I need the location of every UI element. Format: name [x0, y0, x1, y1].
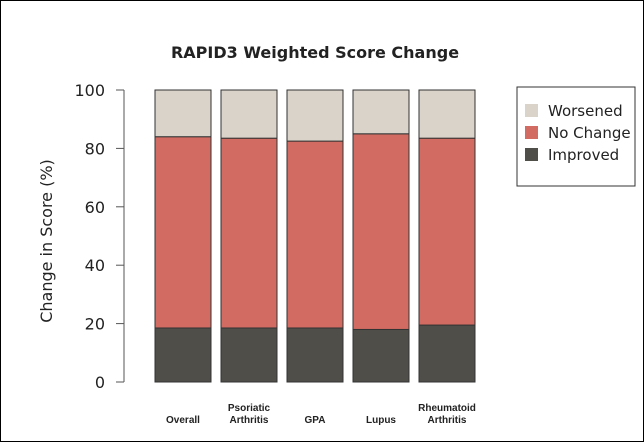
bar-segment-no-change: [154, 136, 212, 329]
bar-segment-improved: [418, 324, 476, 383]
legend-swatch-worsened: [525, 104, 538, 117]
x-tick-label: Psoriatic: [228, 403, 271, 414]
y-tick-label: 80: [85, 139, 105, 158]
bar-segment-worsened: [286, 89, 344, 142]
x-tick-label: Overall: [166, 415, 200, 426]
y-axis-label: Change in Score (%): [37, 159, 56, 323]
bar-segment-improved: [352, 328, 410, 383]
bar-segment-improved: [154, 327, 212, 383]
bar-segment-no-change: [286, 140, 344, 329]
legend-label: Worsened: [548, 102, 623, 120]
legend-label: Improved: [548, 146, 619, 164]
legend-label: No Change: [548, 124, 631, 142]
bar-segment-no-change: [220, 137, 278, 329]
bar-segment-worsened: [418, 89, 476, 139]
bar-segment-worsened: [220, 89, 278, 139]
bar-segment-worsened: [352, 89, 410, 135]
legend-swatch-no-change: [525, 126, 538, 139]
bar-segment-worsened: [154, 89, 212, 138]
bar-segment-no-change: [418, 137, 476, 326]
y-tick-label: 20: [85, 315, 105, 334]
bar-segment-no-change: [352, 133, 410, 330]
chart-title: RAPID3 Weighted Score Change: [171, 43, 459, 62]
legend-swatch-improved: [525, 148, 538, 161]
bar-segment-improved: [286, 327, 344, 383]
x-tick-label: Rheumatoid: [418, 403, 476, 414]
bar-segment-improved: [220, 327, 278, 383]
y-tick-label: 60: [85, 198, 105, 217]
legend-box: [516, 86, 636, 187]
x-tick-label: GPA: [305, 415, 326, 426]
y-tick-label: 40: [85, 256, 105, 275]
x-tick-label: Lupus: [366, 415, 396, 426]
y-tick-label: 100: [74, 81, 105, 100]
x-tick-label: Arthritis: [428, 415, 467, 426]
y-tick-label: 0: [95, 373, 105, 392]
x-tick-label: Arthritis: [230, 415, 269, 426]
